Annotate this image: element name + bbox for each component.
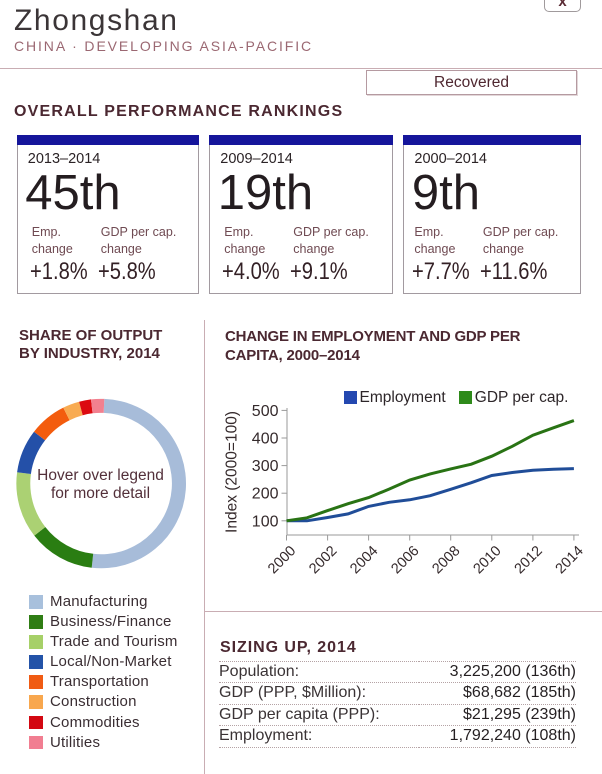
svg-text:2004: 2004 <box>347 543 381 577</box>
svg-text:200: 200 <box>252 486 279 503</box>
svg-text:2014: 2014 <box>553 543 587 577</box>
svg-text:100: 100 <box>252 513 279 530</box>
svg-text:400: 400 <box>252 431 279 448</box>
svg-text:2000: 2000 <box>265 543 299 577</box>
svg-text:2012: 2012 <box>512 543 546 577</box>
svg-text:500: 500 <box>252 403 279 420</box>
svg-text:300: 300 <box>252 458 279 475</box>
svg-text:2002: 2002 <box>306 543 340 577</box>
svg-text:2006: 2006 <box>388 543 422 577</box>
svg-text:Index (2000=100): Index (2000=100) <box>224 411 241 533</box>
svg-text:2008: 2008 <box>429 543 463 577</box>
svg-text:2010: 2010 <box>470 543 504 577</box>
